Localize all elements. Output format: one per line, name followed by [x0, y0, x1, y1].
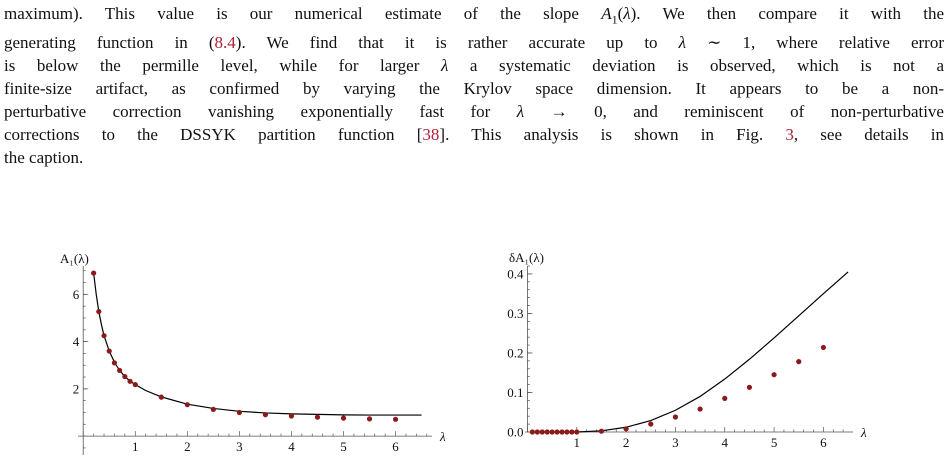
data-point — [569, 429, 575, 435]
text-run: , see details in — [793, 125, 944, 145]
math-symbol: λ — [623, 4, 631, 23]
text-run: ∼ 1, where relative error — [686, 33, 944, 53]
data-point — [366, 416, 373, 422]
data-point — [96, 308, 102, 315]
x-tick-label: 6 — [820, 435, 827, 450]
x-tick-label: 2 — [623, 435, 630, 450]
x-axis-label: λ — [439, 429, 446, 444]
data-point — [554, 429, 560, 435]
text-run: a systematic deviation is observed, whic… — [448, 56, 944, 76]
data-point — [697, 406, 703, 412]
math-subscript: 1 — [611, 12, 618, 27]
text-line: is below the permille level, while for l… — [4, 54, 944, 77]
y-tick-label: 4 — [73, 334, 80, 349]
data-point — [672, 414, 679, 420]
y-tick-label: 0.1 — [507, 385, 523, 400]
y-tick-label: 0.3 — [507, 306, 523, 321]
data-point — [539, 429, 545, 435]
text-run: generating function in ( — [4, 33, 215, 53]
data-point — [314, 414, 321, 420]
x-tick-label: 2 — [184, 439, 191, 454]
text-run: ). We then compare it with the — [630, 4, 944, 23]
data-point — [111, 360, 118, 366]
reference-link[interactable]: 8.4 — [214, 33, 236, 53]
data-point — [746, 384, 753, 390]
data-point — [106, 348, 112, 354]
body-paragraph: maximum). This value is our numerical es… — [4, 2, 944, 169]
data-point — [184, 402, 190, 408]
text-line: corrections to the DSSYK partition funct… — [4, 123, 944, 146]
x-tick-label: 1 — [132, 439, 139, 454]
data-point — [549, 429, 555, 435]
text-line: the caption. — [4, 146, 944, 169]
data-point — [529, 429, 535, 435]
text-run: ]. This analysis is shown in Fig. — [439, 125, 786, 145]
text-run: perturbative correction vanishing expone… — [4, 102, 517, 122]
text-line: perturbative correction vanishing expone… — [4, 100, 944, 123]
math-symbol: λ — [678, 33, 687, 53]
x-axis-label: λ — [860, 425, 867, 440]
chart-a1-lambda: 1 2 3 4 5 6 2 4 6 A₁(λ) λ — [60, 251, 446, 455]
y-tick-label: 2 — [73, 381, 80, 396]
math-symbol: λ — [440, 56, 449, 76]
data-point — [722, 395, 728, 402]
data-point — [648, 421, 654, 427]
y-axis-label: A₁(λ) — [60, 251, 89, 266]
text-run: finite-size artifact, as confirmed by va… — [4, 79, 944, 99]
data-point — [598, 428, 605, 434]
text-run: is below the permille level, while for l… — [4, 56, 441, 76]
x-tick-label: 5 — [771, 435, 778, 450]
data-point — [574, 429, 580, 435]
data-point — [820, 344, 827, 351]
math-symbol: λ — [516, 102, 525, 122]
reference-link[interactable]: 3 — [785, 125, 794, 145]
data-point — [262, 412, 269, 418]
y-axis-label: δA₁(λ) — [509, 250, 544, 265]
math-symbol: A — [601, 4, 612, 23]
data-point — [132, 381, 138, 388]
data-point — [796, 359, 802, 365]
text-run: ( — [617, 4, 624, 23]
data-point — [771, 372, 777, 378]
data-point — [127, 378, 133, 384]
data-point — [534, 429, 540, 435]
text-run: corrections to the DSSYK partition funct… — [4, 125, 423, 145]
text-line: finite-size artifact, as confirmed by va… — [4, 77, 944, 100]
y-tick-label: 0.2 — [507, 345, 523, 360]
data-point — [91, 270, 97, 276]
data-point — [117, 367, 123, 374]
data-point — [392, 416, 399, 422]
y-tick-label: 0.4 — [507, 266, 524, 281]
data-point — [340, 415, 347, 421]
text-run: the caption. — [4, 148, 84, 168]
data-point — [101, 333, 107, 339]
data-point — [122, 373, 128, 380]
text-run: → 0, and reminiscent of non-perturbative — [524, 102, 944, 122]
data-point — [544, 429, 550, 435]
x-tick-label: 1 — [574, 435, 581, 450]
data-point — [288, 413, 295, 419]
text-run: maximum). This value is our numerical es… — [4, 4, 602, 23]
generating-function-curve — [576, 271, 849, 433]
generating-function-curve — [93, 273, 422, 416]
data-point — [564, 429, 570, 435]
data-point — [210, 406, 216, 413]
text-line: maximum). This value is our numerical es… — [4, 2, 944, 31]
x-tick-label: 6 — [392, 439, 399, 454]
text-line: generating function in (8.4). We find th… — [4, 31, 944, 54]
data-point — [236, 409, 242, 416]
y-tick-label: 0.0 — [507, 425, 523, 440]
text-run: ). We find that it is rather accurate up… — [235, 33, 679, 53]
y-tick-label: 6 — [73, 287, 80, 302]
x-tick-label: 5 — [340, 439, 347, 454]
data-point — [158, 394, 164, 400]
x-tick-label: 4 — [288, 439, 295, 454]
reference-link[interactable]: 38 — [422, 125, 440, 145]
x-tick-label: 3 — [672, 435, 679, 450]
data-point — [623, 426, 629, 432]
data-point — [559, 429, 565, 435]
x-tick-label: 3 — [236, 439, 243, 454]
x-tick-label: 4 — [722, 435, 729, 450]
